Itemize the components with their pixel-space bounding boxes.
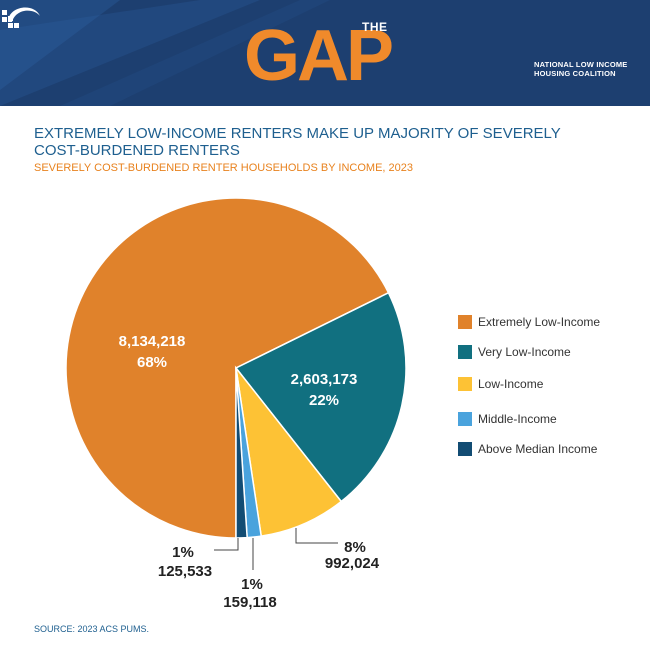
legend-label: Extremely Low-Income [478,315,601,329]
pie-slice-3 [234,365,343,537]
organization-name-line1: NATIONAL LOW INCOME [534,60,628,69]
pie-slice-1 [65,197,390,539]
legend-swatch [458,412,472,426]
legend-label: Very Low-Income [478,345,571,359]
slice-5-leader-line [214,538,239,551]
legend-item: Very Low-Income [458,344,628,360]
slice-5-value-label: 125,533 [158,563,212,580]
slice-2-percent-label: 22% [309,392,339,409]
banner-background [0,0,330,106]
slice-3-percent-label: 8% [344,539,366,556]
gap-logo-the: THE [362,20,388,34]
slice-4-value-label: 159,118 [223,594,276,611]
slice-3-leader-line [295,528,338,544]
header-banner: GAP THE NATIONAL LOW INCOME HOUSING COAL… [0,0,650,106]
gap-logo: GAP [244,16,394,96]
legend-label: Middle-Income [478,412,557,426]
legend-item: Extremely Low-Income [458,314,628,330]
chart-title: EXTREMELY LOW-INCOME RENTERS MAKE UP MAJ… [34,125,561,159]
legend-swatch [458,442,472,456]
slice-4-percent-label: 1% [241,576,263,593]
legend-item: Middle-Income [458,411,628,427]
organization-name-line2: HOUSING COALITION [534,69,616,78]
slice-3-value-label: 992,024 [325,555,380,572]
organization-name: NATIONAL LOW INCOME HOUSING COALITION [534,60,644,78]
legend-swatch [458,377,472,391]
legend-label: Low-Income [478,377,544,391]
legend-item: Low-Income [458,376,628,392]
legend-swatch [458,315,472,329]
slice-5-percent-label: 1% [172,544,194,561]
slice-1-value-label: 8,134,218 [119,333,186,350]
chart-subtitle: SEVERELY COST-BURDENED RENTER HOUSEHOLDS… [34,162,413,174]
pie-slice-5 [235,367,248,539]
house-logo-icon [2,7,40,28]
pie-slice-2 [234,291,407,503]
slice-2-value-label: 2,603,173 [291,371,358,388]
slice-1-percent-label: 68% [137,354,167,371]
source-note: SOURCE: 2023 ACS PUMS. [34,624,150,634]
legend-swatch [458,345,472,359]
legend-item: Above Median Income [458,441,628,457]
legend-label: Above Median Income [478,442,598,456]
